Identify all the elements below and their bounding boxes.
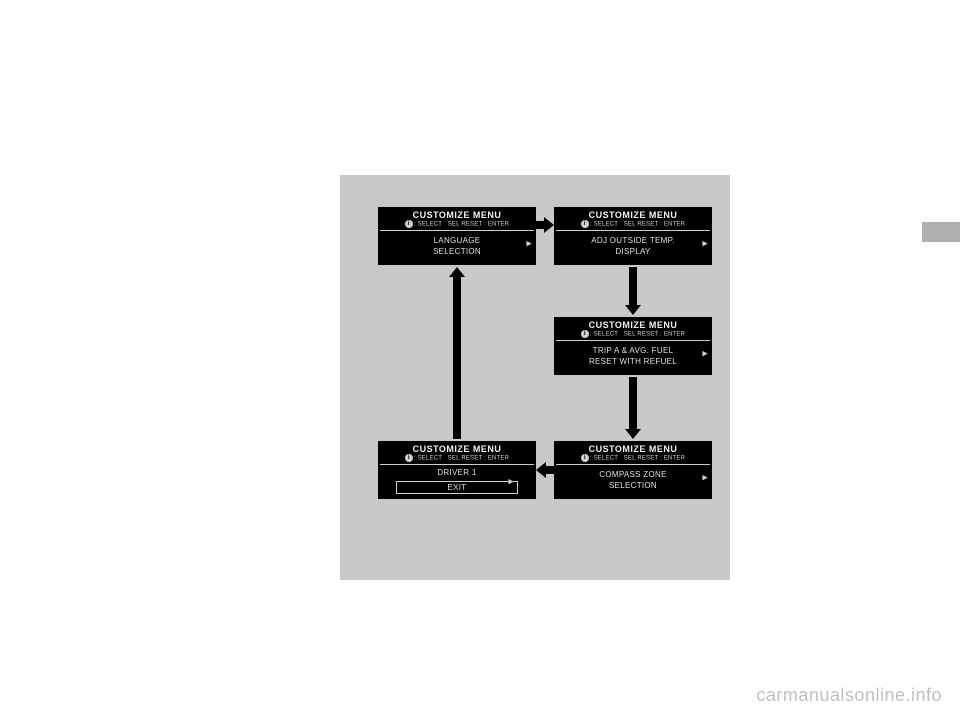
- menu-title: CUSTOMIZE MENU: [554, 317, 712, 330]
- menu-title: CUSTOMIZE MENU: [554, 207, 712, 220]
- line2: RESET WITH REFUEL: [589, 357, 677, 366]
- play-icon: ▶: [702, 473, 708, 484]
- info-icon: i: [581, 220, 589, 228]
- info-icon: i: [405, 220, 413, 228]
- play-icon: ▶: [508, 477, 514, 488]
- line2: SELECTION: [433, 247, 481, 256]
- play-icon: ▶: [526, 239, 532, 250]
- menu-hint: i: SELECT SEL RESET : ENTER: [554, 330, 712, 340]
- menu-flow-diagram: CUSTOMIZE MENU i: SELECT SEL RESET : ENT…: [340, 175, 730, 580]
- play-icon: ▶: [702, 349, 708, 360]
- exit-label: EXIT: [448, 483, 467, 492]
- menu-title: CUSTOMIZE MENU: [378, 441, 536, 454]
- menu-title: CUSTOMIZE MENU: [378, 207, 536, 220]
- menu-box-language: CUSTOMIZE MENU i: SELECT SEL RESET : ENT…: [378, 207, 536, 265]
- menu-body-language: LANGUAGE SELECTION ▶: [378, 231, 536, 257]
- driver-line: DRIVER 1: [437, 468, 476, 477]
- flow-arrow-left-icon: [536, 462, 554, 478]
- menu-hint: i: SELECT SEL RESET : ENTER: [378, 220, 536, 230]
- menu-box-temp: CUSTOMIZE MENU i: SELECT SEL RESET : ENT…: [554, 207, 712, 265]
- flow-arrow-up-icon: [449, 267, 465, 439]
- menu-hint: i: SELECT SEL RESET : ENTER: [554, 220, 712, 230]
- info-icon: i: [581, 454, 589, 462]
- info-icon: i: [581, 330, 589, 338]
- line1: ADJ OUTSIDE TEMP.: [591, 236, 675, 245]
- watermark: carmanualsonline.info: [756, 685, 942, 706]
- menu-box-exit: CUSTOMIZE MENU i: SELECT SEL RESET : ENT…: [378, 441, 536, 499]
- line2: SELECTION: [609, 481, 657, 490]
- flow-arrow-down-icon: [625, 267, 641, 315]
- menu-title: CUSTOMIZE MENU: [554, 441, 712, 454]
- line1: COMPASS ZONE: [599, 470, 666, 479]
- play-icon: ▶: [702, 239, 708, 250]
- menu-body-trip: TRIP A & AVG. FUEL RESET WITH REFUEL ▶: [554, 341, 712, 367]
- info-icon: i: [405, 454, 413, 462]
- line2: DISPLAY: [615, 247, 650, 256]
- menu-body-compass: COMPASS ZONE SELECTION ▶: [554, 465, 712, 491]
- flow-arrow-right-icon: [536, 217, 554, 233]
- menu-box-compass: CUSTOMIZE MENU i: SELECT SEL RESET : ENT…: [554, 441, 712, 499]
- menu-hint: i: SELECT SEL RESET : ENTER: [378, 454, 536, 464]
- page-tab: [922, 222, 960, 242]
- menu-box-trip: CUSTOMIZE MENU i: SELECT SEL RESET : ENT…: [554, 317, 712, 375]
- flow-arrow-down-icon: [625, 377, 641, 439]
- menu-hint: i: SELECT SEL RESET : ENTER: [554, 454, 712, 464]
- line1: TRIP A & AVG. FUEL: [593, 346, 674, 355]
- menu-body-temp: ADJ OUTSIDE TEMP. DISPLAY ▶: [554, 231, 712, 257]
- menu-body-exit: DRIVER 1 EXIT ▶: [378, 465, 536, 494]
- exit-row: EXIT ▶: [396, 481, 518, 494]
- line1: LANGUAGE: [434, 236, 481, 245]
